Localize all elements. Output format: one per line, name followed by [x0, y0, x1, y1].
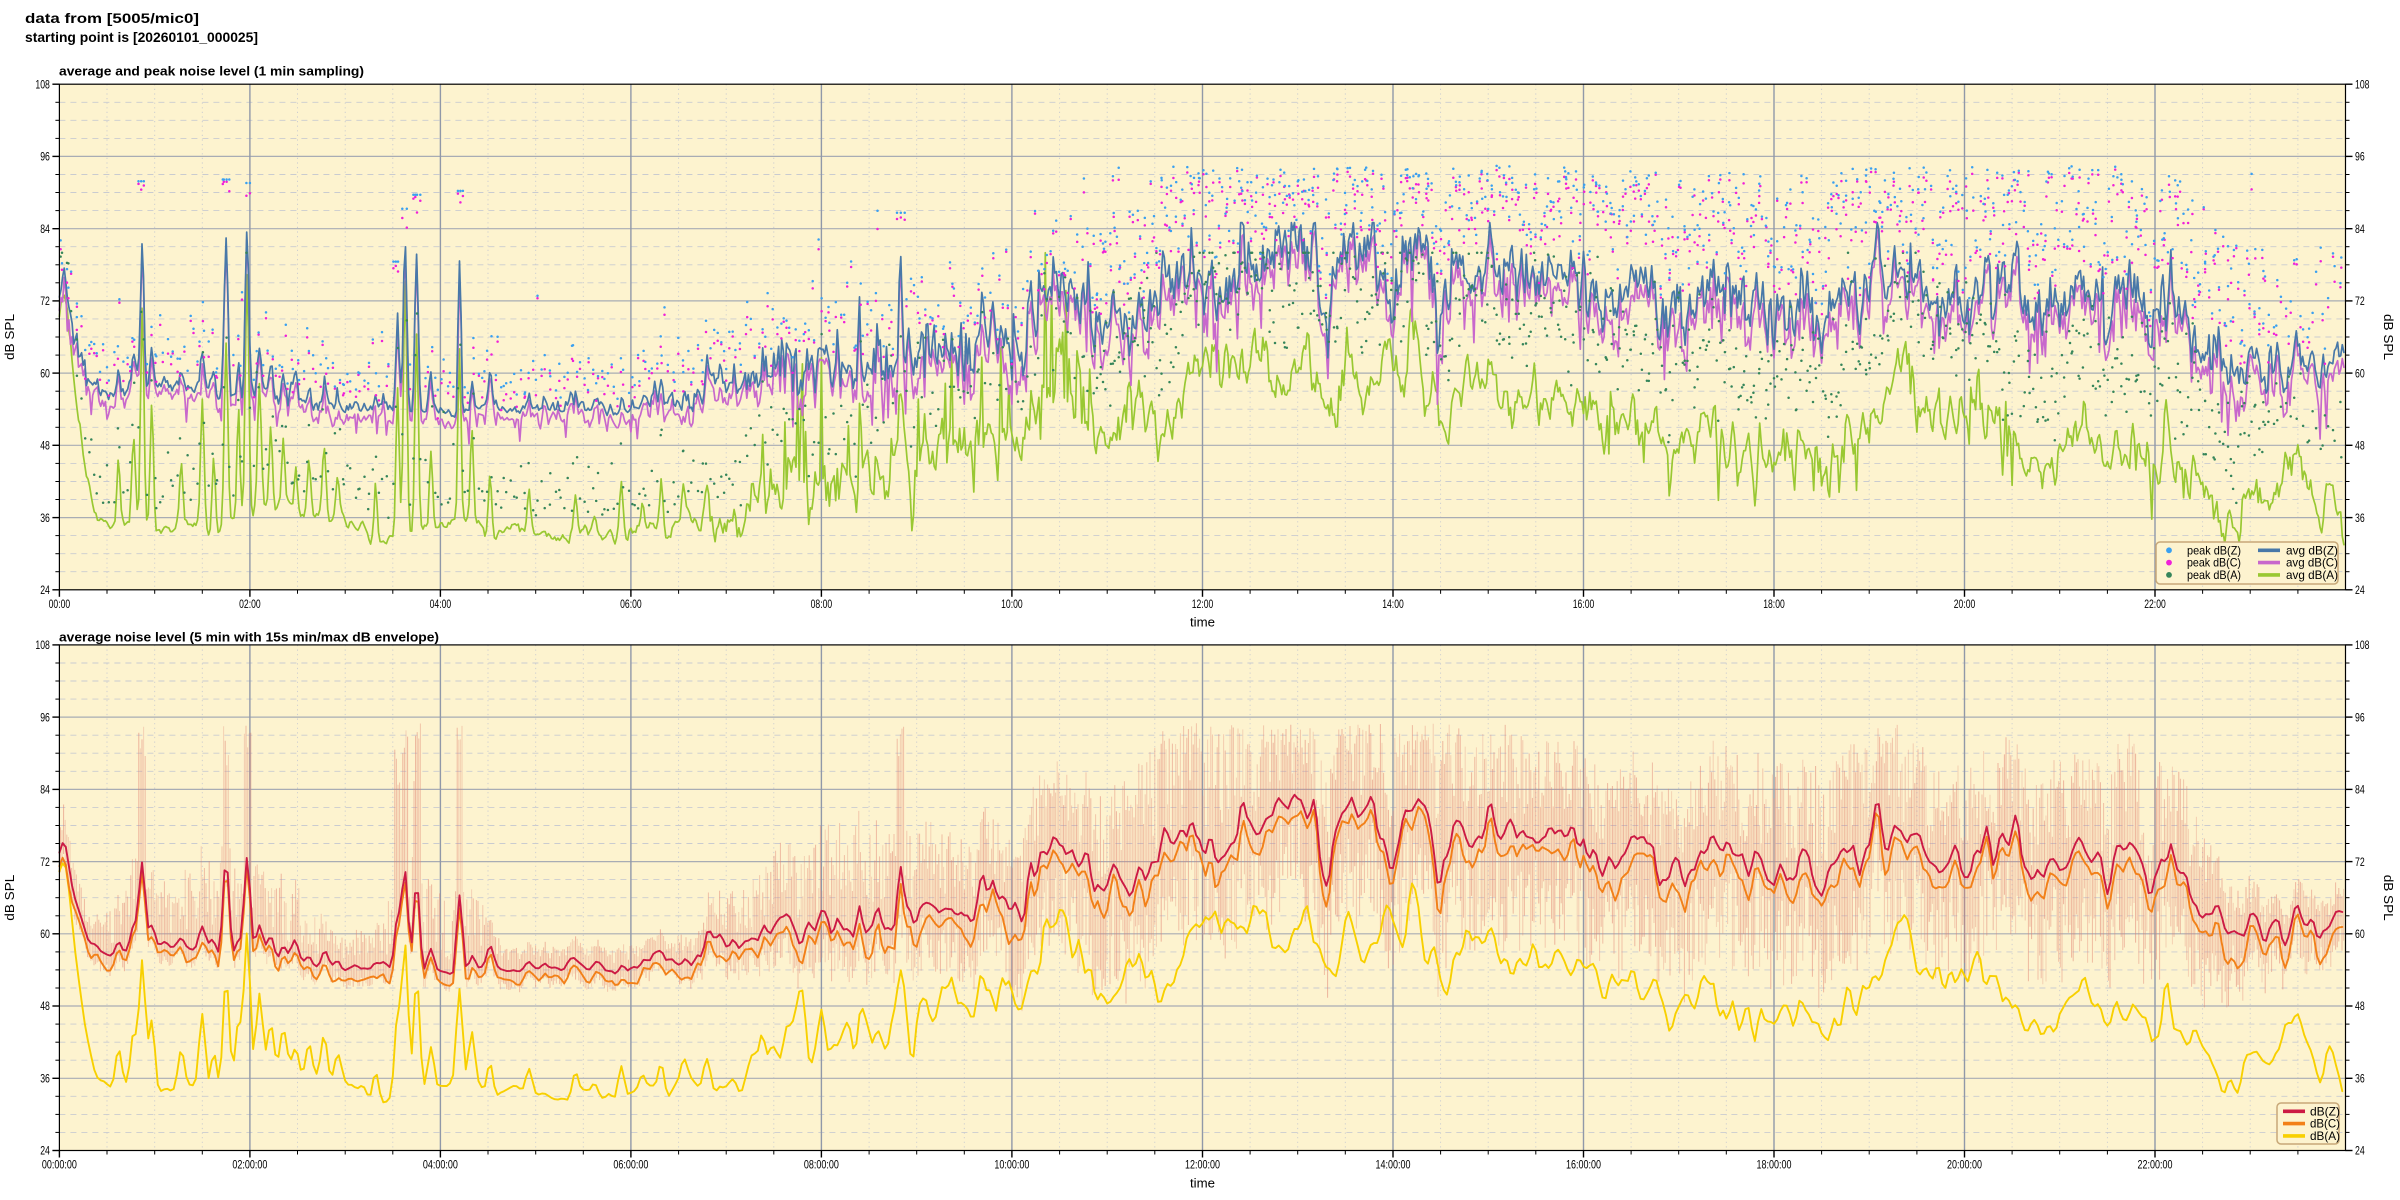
svg-text:84: 84 — [40, 783, 50, 797]
svg-text:108: 108 — [2355, 638, 2370, 652]
svg-text:72: 72 — [2355, 855, 2365, 869]
svg-text:06:00:00: 06:00:00 — [613, 1157, 648, 1171]
svg-text:08:00:00: 08:00:00 — [804, 1157, 839, 1171]
svg-text:14:00: 14:00 — [1382, 597, 1404, 611]
svg-text:96: 96 — [40, 710, 50, 724]
svg-text:average and peak noise level (: average and peak noise level (1 min samp… — [59, 64, 364, 79]
svg-text:starting point is [20260101_00: starting point is [20260101_000025] — [25, 29, 258, 45]
svg-text:24: 24 — [40, 1144, 50, 1158]
svg-text:dB(A): dB(A) — [2310, 1129, 2340, 1143]
svg-text:36: 36 — [2355, 1072, 2365, 1086]
svg-text:time: time — [1190, 615, 1215, 630]
svg-text:avg dB(Z): avg dB(Z) — [2286, 543, 2338, 557]
svg-text:36: 36 — [2355, 511, 2365, 525]
svg-text:00:00: 00:00 — [49, 597, 71, 611]
svg-text:avg dB(A): avg dB(A) — [2286, 568, 2338, 582]
svg-text:04:00:00: 04:00:00 — [423, 1157, 458, 1171]
svg-text:48: 48 — [40, 999, 50, 1013]
svg-text:96: 96 — [2355, 710, 2365, 724]
svg-text:dB SPL: dB SPL — [2, 875, 17, 921]
svg-text:02:00:00: 02:00:00 — [232, 1157, 267, 1171]
svg-text:108: 108 — [35, 77, 50, 91]
svg-text:14:00:00: 14:00:00 — [1376, 1157, 1411, 1171]
svg-text:10:00:00: 10:00:00 — [994, 1157, 1029, 1171]
svg-text:dB SPL: dB SPL — [2381, 314, 2396, 360]
svg-text:48: 48 — [2355, 439, 2365, 453]
svg-text:22:00: 22:00 — [2144, 597, 2166, 611]
svg-text:16:00: 16:00 — [1573, 597, 1595, 611]
svg-text:96: 96 — [40, 150, 50, 164]
svg-text:48: 48 — [2355, 999, 2365, 1013]
svg-text:60: 60 — [40, 366, 50, 380]
svg-text:22:00:00: 22:00:00 — [2138, 1157, 2173, 1171]
svg-text:dB(Z): dB(Z) — [2310, 1104, 2340, 1118]
svg-text:84: 84 — [2355, 783, 2365, 797]
svg-text:84: 84 — [40, 222, 50, 236]
svg-text:02:00: 02:00 — [239, 597, 261, 611]
svg-text:00:00:00: 00:00:00 — [42, 1157, 77, 1171]
svg-text:24: 24 — [2355, 583, 2365, 597]
svg-text:84: 84 — [2355, 222, 2365, 236]
svg-text:18:00:00: 18:00:00 — [1757, 1157, 1792, 1171]
svg-text:dB SPL: dB SPL — [2381, 875, 2396, 921]
svg-text:12:00:00: 12:00:00 — [1185, 1157, 1220, 1171]
svg-text:peak dB(C): peak dB(C) — [2187, 556, 2241, 570]
svg-text:12:00: 12:00 — [1192, 597, 1214, 611]
svg-text:data from [5005/mic0]: data from [5005/mic0] — [25, 10, 199, 26]
svg-text:36: 36 — [40, 1072, 50, 1086]
svg-text:time: time — [1190, 1176, 1215, 1191]
svg-text:dB(C): dB(C) — [2310, 1117, 2340, 1131]
svg-text:peak dB(Z): peak dB(Z) — [2187, 543, 2241, 557]
svg-text:72: 72 — [2355, 294, 2365, 308]
svg-text:60: 60 — [40, 927, 50, 941]
svg-text:10:00: 10:00 — [1001, 597, 1023, 611]
svg-text:72: 72 — [40, 294, 50, 308]
svg-text:08:00: 08:00 — [811, 597, 833, 611]
svg-text:24: 24 — [2355, 1144, 2365, 1158]
svg-text:24: 24 — [40, 583, 50, 597]
svg-text:96: 96 — [2355, 150, 2365, 164]
svg-text:16:00:00: 16:00:00 — [1566, 1157, 1601, 1171]
svg-text:06:00: 06:00 — [620, 597, 642, 611]
svg-text:36: 36 — [40, 511, 50, 525]
svg-text:20:00: 20:00 — [1954, 597, 1976, 611]
svg-text:108: 108 — [35, 638, 50, 652]
svg-text:60: 60 — [2355, 927, 2365, 941]
svg-text:60: 60 — [2355, 366, 2365, 380]
svg-text:72: 72 — [40, 855, 50, 869]
svg-text:48: 48 — [40, 439, 50, 453]
svg-text:average noise level (5 min wit: average noise level (5 min with 15s min/… — [59, 630, 439, 645]
svg-text:108: 108 — [2355, 77, 2370, 91]
svg-text:04:00: 04:00 — [430, 597, 452, 611]
svg-text:dB SPL: dB SPL — [2, 314, 17, 360]
svg-text:20:00:00: 20:00:00 — [1947, 1157, 1982, 1171]
svg-text:peak dB(A): peak dB(A) — [2187, 568, 2241, 582]
svg-text:18:00: 18:00 — [1763, 597, 1785, 611]
svg-text:avg dB(C): avg dB(C) — [2286, 556, 2338, 570]
